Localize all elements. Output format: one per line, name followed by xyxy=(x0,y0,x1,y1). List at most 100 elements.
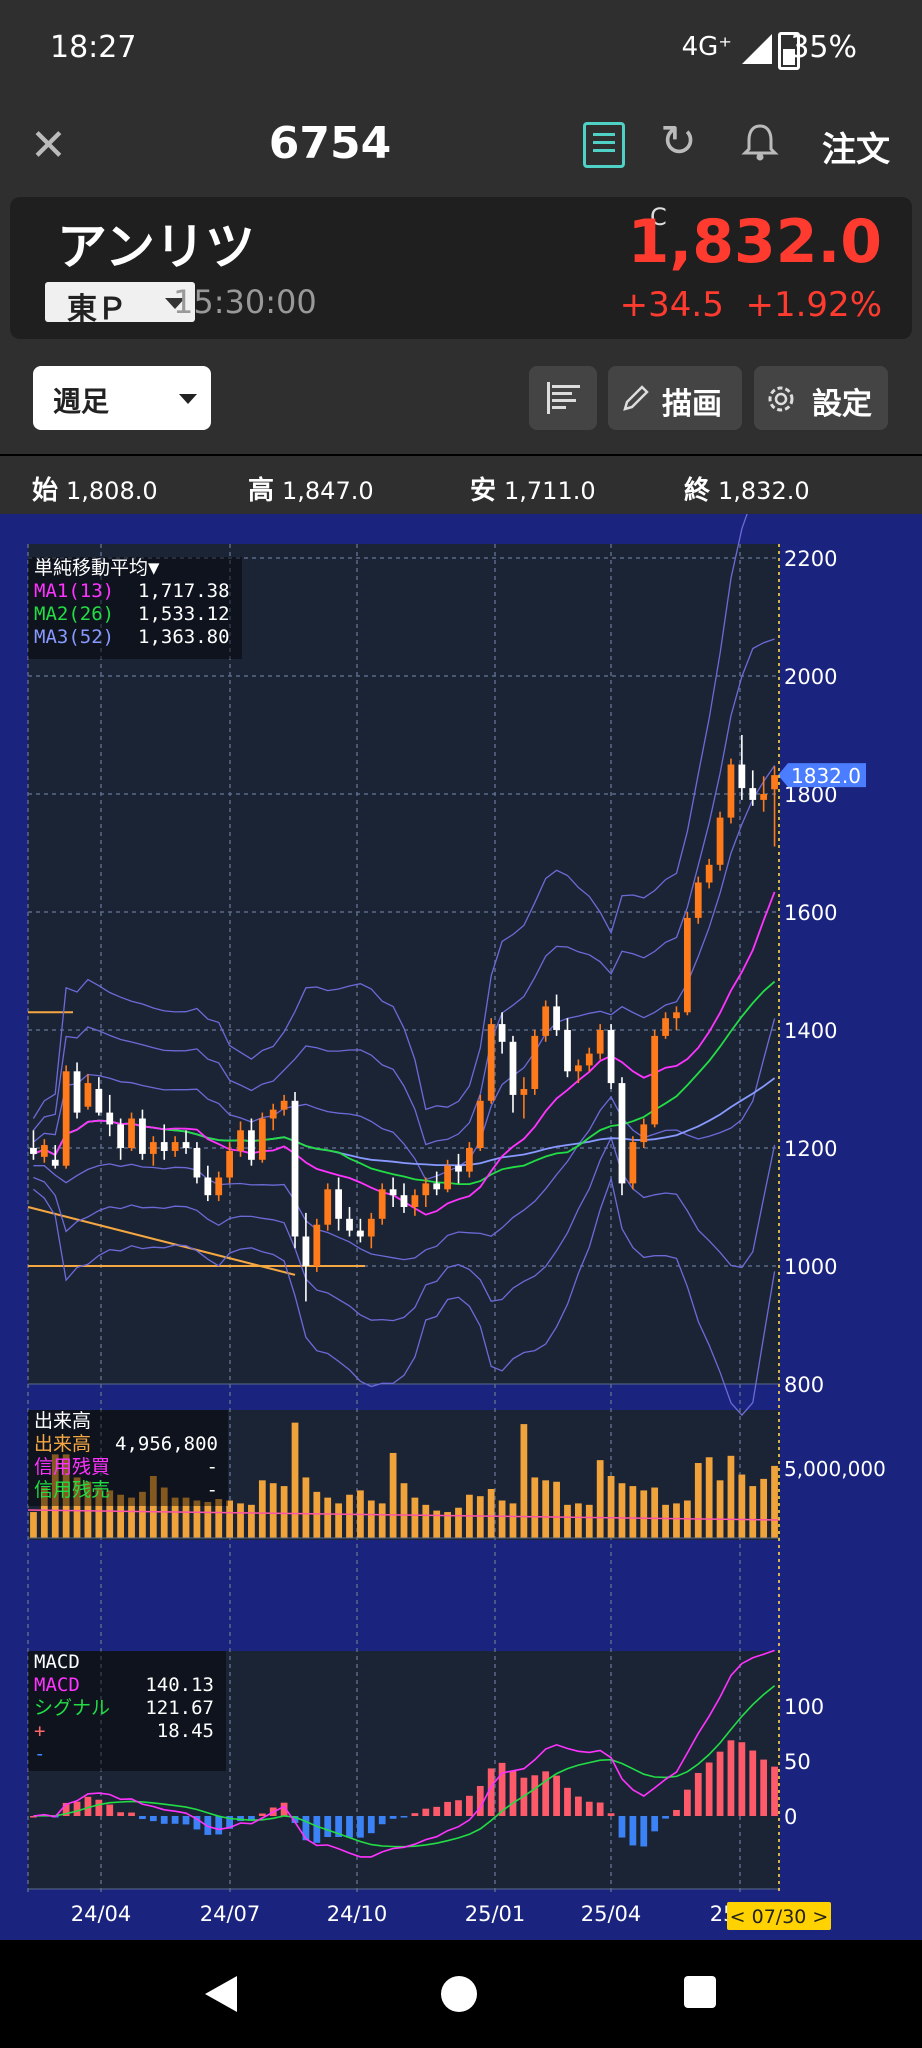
refresh-icon[interactable]: ↻ xyxy=(660,116,697,167)
volume-bar xyxy=(629,1486,637,1538)
volume-bar xyxy=(476,1496,484,1538)
notes-icon[interactable] xyxy=(583,122,625,168)
volume-bar xyxy=(455,1507,462,1538)
volume-axis-label: 5,000,000 xyxy=(784,1457,886,1481)
candle-body xyxy=(182,1142,190,1148)
candle xyxy=(280,1094,288,1116)
macd-line xyxy=(33,1649,775,1858)
macd-histogram-bar xyxy=(574,1796,582,1816)
candle xyxy=(182,1130,190,1154)
candle-body xyxy=(324,1189,332,1225)
macd-axis-label: 100 xyxy=(784,1695,824,1719)
back-icon[interactable] xyxy=(205,1976,237,2012)
macd-legend-row: MACD 140.13 xyxy=(34,1674,214,1696)
macd-histogram-bar xyxy=(640,1816,648,1847)
gear-icon xyxy=(768,386,794,412)
macd-histogram-bar xyxy=(258,1813,266,1816)
volume-bar xyxy=(237,1503,244,1538)
macd-histogram-bar xyxy=(389,1816,397,1819)
candle xyxy=(618,1077,626,1196)
candle xyxy=(662,1012,669,1039)
price-axis-label: 1400 xyxy=(784,1019,837,1043)
volume-bar xyxy=(204,1501,212,1538)
close-icon[interactable]: ✕ xyxy=(30,120,67,171)
macd-histogram-bar xyxy=(291,1816,299,1823)
volume-bar xyxy=(313,1491,321,1538)
candle-body xyxy=(455,1165,462,1172)
candle xyxy=(466,1142,473,1178)
candle-body xyxy=(607,1030,615,1084)
trend-line xyxy=(27,1206,296,1276)
candle-body xyxy=(651,1035,659,1125)
candle-body xyxy=(694,882,702,918)
macd-histogram-bar xyxy=(215,1816,223,1835)
candle xyxy=(149,1136,157,1166)
chart-area[interactable]: 2200 2000 1800 1600 1400 1200 1000 800 1832.0 5,0… xyxy=(0,514,922,1940)
draw-button[interactable]: 描画 xyxy=(608,366,742,430)
volume-bar xyxy=(62,1454,70,1538)
candle xyxy=(422,1177,430,1207)
macd-histogram-bar xyxy=(531,1775,539,1816)
battery-percent: 35% xyxy=(790,30,857,65)
macd-histogram-bar xyxy=(160,1816,168,1824)
macd-histogram-bar xyxy=(357,1816,364,1838)
macd-histogram-bar xyxy=(705,1762,713,1816)
market-dropdown[interactable]: 東Ｐ xyxy=(45,282,195,327)
pencil-icon xyxy=(623,385,649,411)
candle xyxy=(574,1059,582,1084)
volume-bar xyxy=(128,1497,135,1538)
candle-body xyxy=(40,1145,48,1157)
volume-bar xyxy=(378,1503,386,1538)
price-panel-bg xyxy=(28,544,780,1384)
volume-bar xyxy=(84,1481,92,1538)
volume-bar xyxy=(95,1487,103,1538)
candle-body xyxy=(280,1100,288,1110)
volume-bar xyxy=(248,1504,255,1538)
time-axis-label: 24/07 xyxy=(200,1902,261,1926)
volume-bar xyxy=(553,1481,560,1538)
recent-apps-icon[interactable] xyxy=(684,1976,716,2008)
candle-body xyxy=(531,1035,539,1089)
candle xyxy=(629,1136,637,1190)
volume-bar xyxy=(509,1503,517,1538)
macd-histogram-bar xyxy=(629,1816,637,1846)
volume-bar xyxy=(662,1504,669,1538)
volume-bar xyxy=(607,1476,615,1538)
candle-body xyxy=(771,775,778,790)
macd-histogram-bar xyxy=(738,1742,746,1816)
candle xyxy=(258,1112,266,1163)
settings-button[interactable]: 設定 xyxy=(754,366,888,430)
macd-histogram-bar xyxy=(237,1816,244,1822)
stock-chart[interactable]: 22002000180016001400120010008001832.05,0… xyxy=(0,514,922,1940)
order-button[interactable]: 注文 xyxy=(822,130,890,170)
candle xyxy=(215,1171,223,1202)
company-name: アンリツ xyxy=(57,218,255,276)
home-icon[interactable] xyxy=(441,1976,477,2012)
macd-histogram-bar xyxy=(95,1799,103,1816)
indicator-button[interactable] xyxy=(529,366,597,430)
candle xyxy=(84,1074,92,1110)
candle xyxy=(694,876,702,924)
candle xyxy=(30,1130,37,1160)
candle xyxy=(291,1091,299,1249)
candle-body xyxy=(574,1065,582,1072)
volume-bar xyxy=(160,1487,168,1538)
volume-bar xyxy=(389,1452,397,1538)
candle-body xyxy=(466,1148,473,1172)
macd-histogram-bar xyxy=(542,1771,550,1816)
candle xyxy=(204,1165,212,1202)
current-price: 1,832.0 xyxy=(627,207,882,277)
system-nav-bar xyxy=(0,1940,922,2048)
candle xyxy=(248,1118,255,1166)
candle-body xyxy=(596,1030,604,1054)
macd-axis-label: 50 xyxy=(784,1750,811,1774)
volume-bar xyxy=(673,1503,680,1538)
macd-legend-row: シグナル 121.67 xyxy=(34,1697,214,1719)
candle-body xyxy=(673,1012,680,1019)
bell-icon[interactable] xyxy=(740,122,780,162)
period-dropdown[interactable]: 週足 xyxy=(33,366,211,430)
volume-bar xyxy=(171,1497,179,1538)
time-axis-label: 24/10 xyxy=(327,1902,388,1926)
ma-legend-title: 単純移動平均▼ xyxy=(34,557,160,579)
market-label: 東Ｐ xyxy=(67,292,127,327)
